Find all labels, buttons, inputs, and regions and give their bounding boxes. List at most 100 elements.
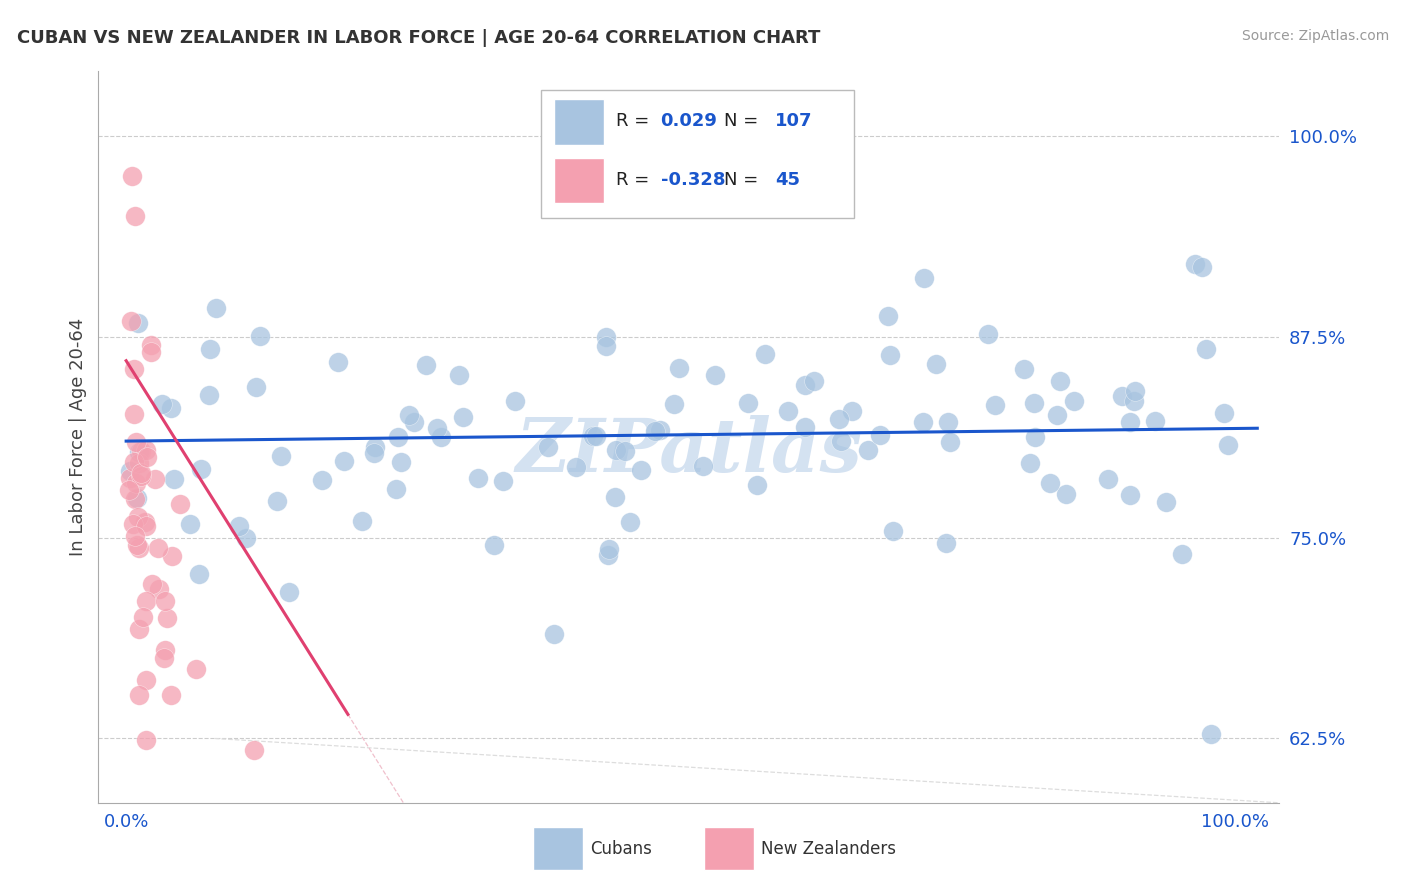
Point [245, 379, 267, 393]
Point [1218, 438, 1240, 452]
Point [1143, 414, 1166, 428]
Point [595, 338, 617, 352]
Point [124, 529, 146, 543]
Point [160, 549, 183, 563]
Point [153, 594, 176, 608]
Point [198, 388, 221, 402]
Point [143, 472, 166, 486]
Point [430, 430, 453, 444]
Point [536, 440, 558, 454]
Text: N =: N = [724, 112, 759, 130]
Point [1014, 361, 1036, 376]
Point [134, 515, 156, 529]
Point [1097, 472, 1119, 486]
Point [793, 419, 815, 434]
Point [1039, 475, 1062, 490]
Point [135, 733, 157, 747]
Point [879, 348, 901, 362]
Point [150, 397, 173, 411]
Point [120, 464, 142, 478]
Point [841, 404, 863, 418]
Text: CUBAN VS NEW ZEALANDER IN LABOR FORCE | AGE 20-64 CORRELATION CHART: CUBAN VS NEW ZEALANDER IN LABOR FORCE | … [17, 29, 820, 46]
Point [122, 455, 145, 469]
Point [662, 397, 685, 411]
Point [503, 394, 526, 409]
Point [136, 450, 159, 465]
Point [141, 577, 163, 591]
Text: Cubans: Cubans [589, 840, 651, 858]
Point [266, 493, 288, 508]
Point [603, 491, 626, 505]
Point [605, 442, 627, 457]
Point [270, 450, 292, 464]
Point [127, 510, 149, 524]
Point [135, 594, 157, 608]
Point [598, 542, 620, 557]
Point [385, 483, 408, 497]
Point [482, 538, 505, 552]
Point [125, 435, 148, 450]
Point [1049, 374, 1071, 388]
Point [179, 517, 201, 532]
Point [148, 582, 170, 596]
Point [630, 463, 652, 477]
Point [1111, 389, 1133, 403]
Point [912, 271, 935, 285]
Point [935, 536, 957, 550]
Point [581, 429, 603, 443]
Point [155, 611, 177, 625]
Point [125, 476, 148, 491]
Point [1195, 342, 1218, 356]
Point [188, 567, 211, 582]
Point [983, 398, 1005, 412]
Point [754, 346, 776, 360]
Point [135, 673, 157, 688]
Text: 0.029: 0.029 [661, 112, 717, 130]
Point [121, 169, 143, 183]
Point [125, 539, 148, 553]
Point [924, 357, 946, 371]
Point [127, 491, 149, 505]
Point [492, 475, 515, 489]
Point [1119, 415, 1142, 429]
Point [120, 313, 142, 327]
Point [352, 514, 374, 528]
Point [1191, 260, 1213, 274]
Text: R =: R = [616, 170, 655, 188]
Point [332, 454, 354, 468]
Point [128, 541, 150, 555]
Point [398, 408, 420, 422]
Point [249, 329, 271, 343]
Point [135, 443, 157, 458]
Point [204, 301, 226, 315]
Point [1184, 257, 1206, 271]
Point [1119, 488, 1142, 502]
Point [122, 362, 145, 376]
Point [122, 516, 145, 531]
Point [447, 368, 470, 382]
Point [778, 404, 800, 418]
Point [190, 462, 212, 476]
Point [152, 651, 174, 665]
Point [595, 329, 617, 343]
Point [619, 515, 641, 529]
Point [856, 442, 879, 457]
Point [936, 415, 959, 429]
Point [132, 610, 155, 624]
Y-axis label: In Labor Force | Age 20-64: In Labor Force | Age 20-64 [69, 318, 87, 557]
Point [389, 454, 412, 468]
Point [977, 326, 1000, 341]
Point [803, 374, 825, 388]
Point [882, 524, 904, 538]
Point [277, 585, 299, 599]
Text: N =: N = [724, 170, 759, 188]
Text: New Zealanders: New Zealanders [761, 840, 896, 858]
Point [830, 434, 852, 448]
Point [186, 662, 208, 676]
Point [326, 355, 349, 369]
Text: R =: R = [616, 112, 655, 130]
Point [648, 423, 671, 437]
Point [155, 643, 177, 657]
Point [124, 491, 146, 506]
Point [363, 446, 385, 460]
